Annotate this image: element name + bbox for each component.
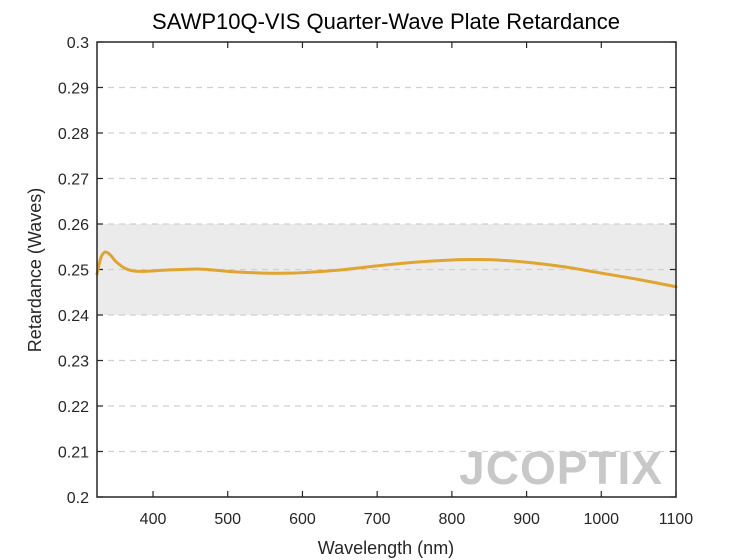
x-tick-label: 500 bbox=[214, 511, 241, 528]
y-tick-label: 0.28 bbox=[58, 126, 89, 143]
y-tick-label: 0.3 bbox=[67, 35, 89, 52]
chart-title: SAWP10Q-VIS Quarter-Wave Plate Retardanc… bbox=[152, 9, 620, 34]
x-axis-label: Wavelength (nm) bbox=[318, 538, 454, 558]
x-tick-label: 600 bbox=[289, 511, 316, 528]
x-tick-label: 800 bbox=[439, 511, 466, 528]
y-tick-labels: 0.2 0.21 0.22 0.23 0.24 0.25 0.26 0.27 0.28 0.29 0… bbox=[58, 35, 89, 507]
x-tick-label: 900 bbox=[513, 511, 540, 528]
y-tick-label: 0.24 bbox=[58, 308, 89, 325]
ticks bbox=[97, 41, 677, 498]
y-axis-label: Retardance (Waves) bbox=[25, 188, 45, 352]
y-tick-label: 0.21 bbox=[58, 445, 89, 462]
x-tick-label: 1100 bbox=[659, 511, 694, 528]
y-tick-label: 0.2 bbox=[67, 490, 89, 507]
jcoptix-watermark: JCOPTIX bbox=[459, 442, 663, 494]
x-tick-label: 700 bbox=[364, 511, 391, 528]
y-tick-label: 0.25 bbox=[58, 263, 89, 280]
y-tick-label: 0.26 bbox=[58, 217, 89, 234]
x-tick-label: 400 bbox=[140, 511, 167, 528]
series-line bbox=[95, 250, 678, 289]
x-tick-label: 1000 bbox=[583, 511, 619, 528]
plot-frame bbox=[96, 41, 677, 498]
x-tick-labels: 400 500 600 700 800 900 1000 1100 bbox=[140, 511, 694, 528]
y-tick-label: 0.29 bbox=[58, 81, 89, 98]
y-tick-label: 0.27 bbox=[58, 172, 89, 189]
y-tick-label: 0.23 bbox=[58, 354, 89, 371]
grid bbox=[97, 86, 676, 453]
y-tick-label: 0.22 bbox=[58, 399, 89, 416]
